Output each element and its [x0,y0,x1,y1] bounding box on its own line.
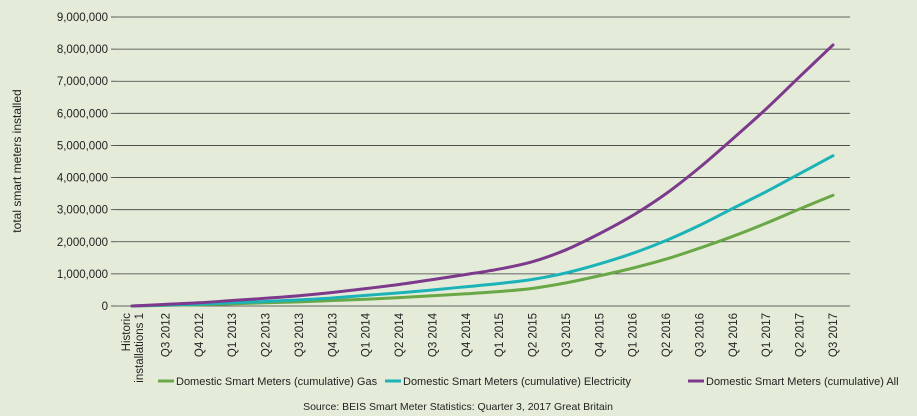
x-tick-label: Q3 2012 [160,313,172,357]
x-tick-label: Q2 2015 [528,313,540,357]
legend-label: Domestic Smart Meters (cumulative) All [706,376,899,388]
legend-label: Domestic Smart Meters (cumulative) Gas [176,376,378,388]
x-tick-label: Q3 2015 [561,313,573,357]
svg-text:Historic: Historic [121,313,133,352]
y-tick-label: 2,000,000 [57,237,108,249]
x-axis-ticks: Historic installations 1 Q3 2012 Q4 2012 Q1 … [121,312,840,382]
y-tick-label: 4,000,000 [57,173,108,185]
x-tick-label: Q4 2013 [327,313,339,357]
y-tick-label: 1,000,000 [57,269,108,281]
x-tick-label: Q2 2014 [394,312,406,357]
series-line [130,154,835,308]
y-tick-label: 3,000,000 [57,205,108,217]
y-tick-label: 7,000,000 [57,76,108,88]
series-lines [130,43,835,308]
x-tick-label: Q1 2016 [628,313,640,357]
x-tick-label: Q1 2017 [761,313,773,357]
x-tick-label: Q2 2017 [795,313,807,357]
x-tick-label: Q2 2013 [261,313,273,357]
x-tick-label: Q4 2012 [194,313,206,357]
svg-text:installations 1: installations 1 [134,313,146,383]
x-tick-label: Q1 2014 [361,312,373,357]
y-axis-ticks: 0 1,000,000 2,000,000 3,000,000 4,000,000 5,0… [57,12,108,313]
legend-label: Domestic Smart Meters (cumulative) Elect… [403,376,631,388]
x-tick-label: Q1 2013 [227,313,239,357]
source-note: Source: BEIS Smart Meter Statistics: Qua… [303,401,613,413]
series-line [130,43,835,308]
y-tick-label: 0 [102,301,108,313]
x-tick-label: Q3 2013 [294,313,306,357]
y-axis-title: total smart meters installed [10,89,24,232]
x-tick-label: Q4 2016 [728,313,740,357]
x-tick-label: Q3 2016 [694,313,706,357]
x-tick-label: Q3 2014 [427,312,439,357]
x-tick-label: Historic installations 1 [121,313,146,383]
gridlines [111,16,850,307]
y-tick-label: 5,000,000 [57,140,108,152]
x-tick-label: Q4 2015 [594,313,606,357]
x-tick-label: Q3 2017 [828,313,840,357]
x-tick-label: Q1 2015 [494,313,506,357]
legend: Domestic Smart Meters (cumulative) Gas Do… [158,376,899,388]
x-tick-label: Q2 2016 [661,313,673,357]
x-tick-label: Q4 2014 [461,312,473,357]
y-tick-label: 9,000,000 [57,12,108,24]
y-tick-label: 8,000,000 [57,44,108,56]
y-tick-label: 6,000,000 [57,108,108,120]
